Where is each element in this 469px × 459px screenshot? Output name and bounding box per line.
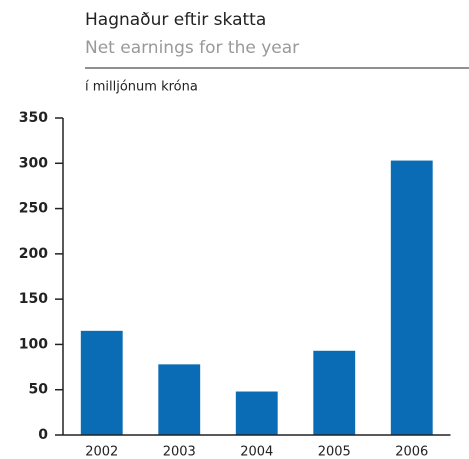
y-tick-label: 350 [19,110,48,126]
bar [313,350,356,435]
y-tick-label: 100 [19,336,48,352]
y-tick-label: 300 [19,155,48,171]
x-tick-label: 2006 [395,445,428,459]
x-tick-label: 2004 [240,445,273,459]
y-tick-label: 0 [38,427,48,443]
y-axis-label: í milljónum króna [85,80,198,95]
y-tick-label: 150 [19,291,48,307]
y-tick-label: 250 [19,201,48,217]
bar [158,364,201,435]
x-tick-label: 2002 [85,445,118,459]
x-tick-label: 2005 [318,445,351,459]
x-tick-label: 2003 [163,445,196,459]
y-tick-label: 50 [29,382,49,398]
bar [80,330,123,435]
chart-subtitle: Net earnings for the year [85,38,299,58]
chart-title: Hagnaður eftir skatta [85,10,266,30]
y-tick-label: 200 [19,246,48,262]
bar [390,160,433,435]
bar [235,391,278,435]
